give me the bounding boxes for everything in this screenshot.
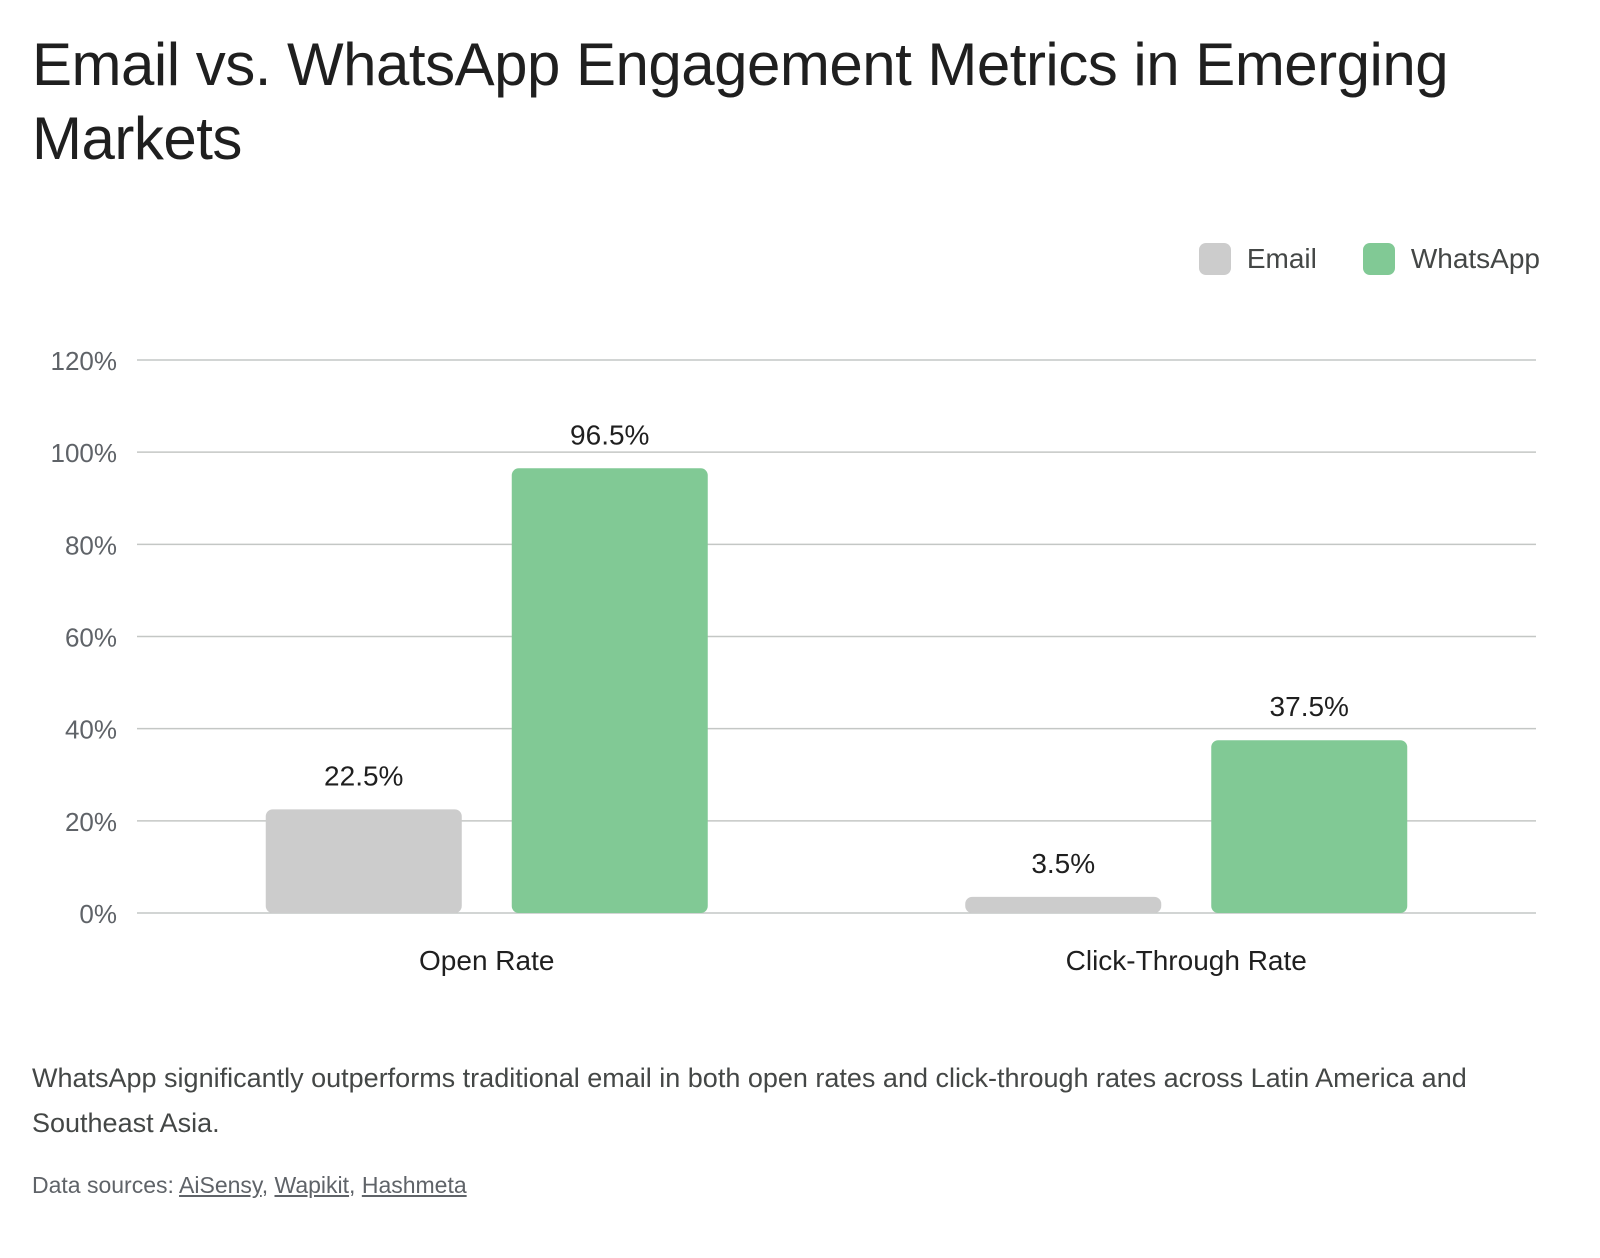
- y-tick-label: 80%: [65, 530, 117, 560]
- source-link-wapikit[interactable]: Wapikit: [274, 1172, 350, 1198]
- bar: [965, 896, 1162, 913]
- y-tick-label: 120%: [51, 346, 118, 376]
- data-label: 96.5%: [570, 419, 649, 450]
- legend-swatch-email: [1198, 243, 1231, 275]
- bar: [265, 809, 462, 913]
- x-tick-label: Open Rate: [419, 945, 554, 976]
- data-label: 22.5%: [324, 760, 403, 791]
- chart-title: Email vs. WhatsApp Engagement Metrics in…: [32, 31, 1449, 172]
- legend-label-email: Email: [1246, 243, 1317, 274]
- bar: [511, 468, 708, 913]
- y-tick-label: 0%: [79, 899, 117, 929]
- legend-label-whatsapp: WhatsApp: [1410, 243, 1540, 274]
- data-sources-prefix: Data sources:: [32, 1172, 180, 1198]
- y-tick-label: 40%: [65, 715, 117, 745]
- data-sources: Data sources: AiSensy, Wapikit, Hashmeta: [32, 1172, 467, 1198]
- x-tick-label: Click-Through Rate: [1066, 945, 1307, 976]
- source-link-aisensy[interactable]: AiSensy: [179, 1172, 262, 1198]
- source-link-hashmeta[interactable]: Hashmeta: [361, 1172, 467, 1198]
- legend-swatch-whatsapp: [1362, 243, 1395, 275]
- chart-caption: WhatsApp significantly outperforms tradi…: [32, 1063, 1467, 1138]
- legend-item-email: Email: [1198, 243, 1317, 275]
- bar: [1211, 740, 1408, 913]
- legend-item-whatsapp: WhatsApp: [1362, 243, 1540, 275]
- y-tick-label: 100%: [51, 438, 118, 468]
- y-tick-label: 60%: [65, 623, 117, 653]
- data-label: 3.5%: [1031, 848, 1095, 879]
- legend: Email WhatsApp: [1198, 243, 1540, 275]
- data-label: 37.5%: [1270, 691, 1349, 722]
- y-tick-label: 20%: [65, 807, 117, 837]
- bar-chart: 0% 20% 40% 60% 80% 100% 120% 22.5% 96.5% Open Rat…: [51, 346, 1536, 976]
